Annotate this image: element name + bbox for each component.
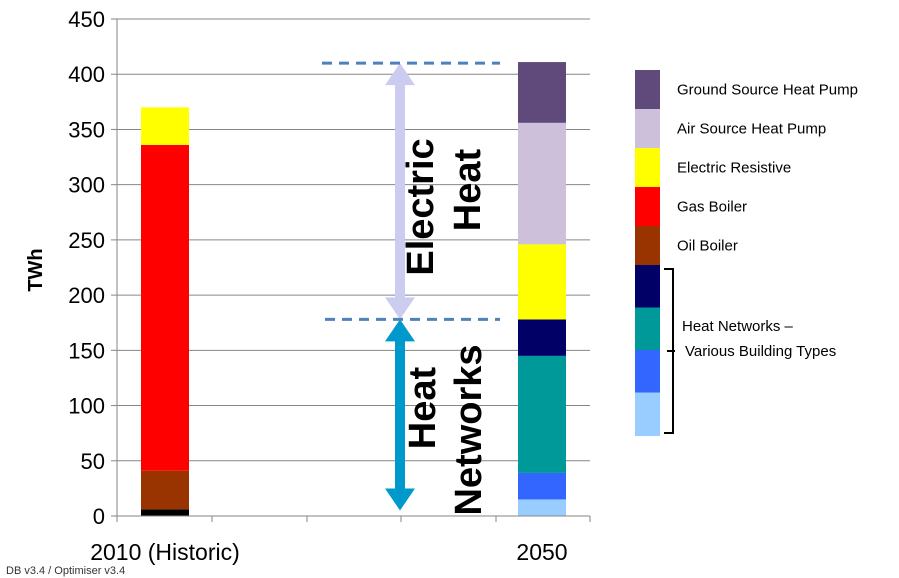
- x-category-labels: 2010 (Historic) 2050: [90, 539, 567, 565]
- electric-heat-label-line1: Electric: [400, 138, 442, 275]
- y-tick-label: 300: [68, 173, 105, 198]
- y-tick-label: 350: [68, 117, 105, 142]
- bar-segment: [141, 107, 189, 145]
- bar-segment: [518, 499, 566, 516]
- bar-segment: [518, 122, 566, 245]
- x-category-label: 2010 (Historic): [90, 539, 240, 565]
- bar-segment: [518, 62, 566, 123]
- heat-networks-label-line1: Heat: [402, 366, 444, 449]
- axes: [111, 18, 591, 522]
- bar-segment: [518, 244, 566, 320]
- electric-heat-label-line2: Heat: [447, 148, 489, 231]
- legend-label: Electric Resistive: [677, 160, 791, 177]
- electric-heat-arrow: [385, 63, 415, 320]
- y-tick-label: 450: [68, 7, 105, 32]
- bar-segment: [518, 472, 566, 500]
- legend: Ground Source Heat Pump Air Source Heat P…: [635, 70, 858, 436]
- gridlines: [117, 18, 590, 462]
- bar-segment: [141, 509, 189, 516]
- footer-version-text: DB v3.4 / Optimiser v3.4: [6, 565, 125, 577]
- y-tick-label: 0: [93, 504, 105, 529]
- y-axis-title: TWh: [25, 248, 47, 291]
- heat-networks-label-line2: Networks: [448, 344, 490, 515]
- y-tick-label: 250: [68, 228, 105, 253]
- heat-networks-arrow: [385, 319, 415, 511]
- legend-group-label-line2: Various Building Types: [685, 343, 836, 360]
- y-tick-label: 400: [68, 62, 105, 87]
- legend-label: Ground Source Heat Pump: [677, 82, 858, 99]
- y-tick-label: 200: [68, 283, 105, 308]
- legend-swatch: [635, 109, 660, 149]
- bars: [141, 62, 566, 516]
- legend-swatch-heat-network: [635, 392, 660, 436]
- legend-swatch: [635, 187, 660, 227]
- legend-swatch-heat-network: [635, 307, 660, 351]
- legend-group-label-line1: Heat Networks –: [682, 318, 794, 335]
- bar-segment: [518, 355, 566, 473]
- legend-swatch: [635, 70, 660, 110]
- x-category-label: 2050: [516, 539, 567, 565]
- bar-segment: [141, 144, 189, 471]
- bar-segment: [141, 470, 189, 510]
- y-tick-labels: 0 50 100 150 200 250 300 350 400 450: [68, 7, 105, 529]
- legend-label: Oil Boiler: [677, 238, 738, 255]
- y-tick-label: 100: [68, 394, 105, 419]
- bar-segment: [518, 319, 566, 356]
- legend-swatch: [635, 148, 660, 188]
- legend-swatch-heat-network: [635, 350, 660, 394]
- legend-swatch-heat-network: [635, 265, 660, 309]
- y-tick-label: 150: [68, 338, 105, 363]
- legend-label: Gas Boiler: [677, 199, 747, 216]
- legend-swatch: [635, 226, 660, 266]
- legend-label: Air Source Heat Pump: [677, 121, 826, 138]
- y-tick-label: 50: [81, 449, 105, 474]
